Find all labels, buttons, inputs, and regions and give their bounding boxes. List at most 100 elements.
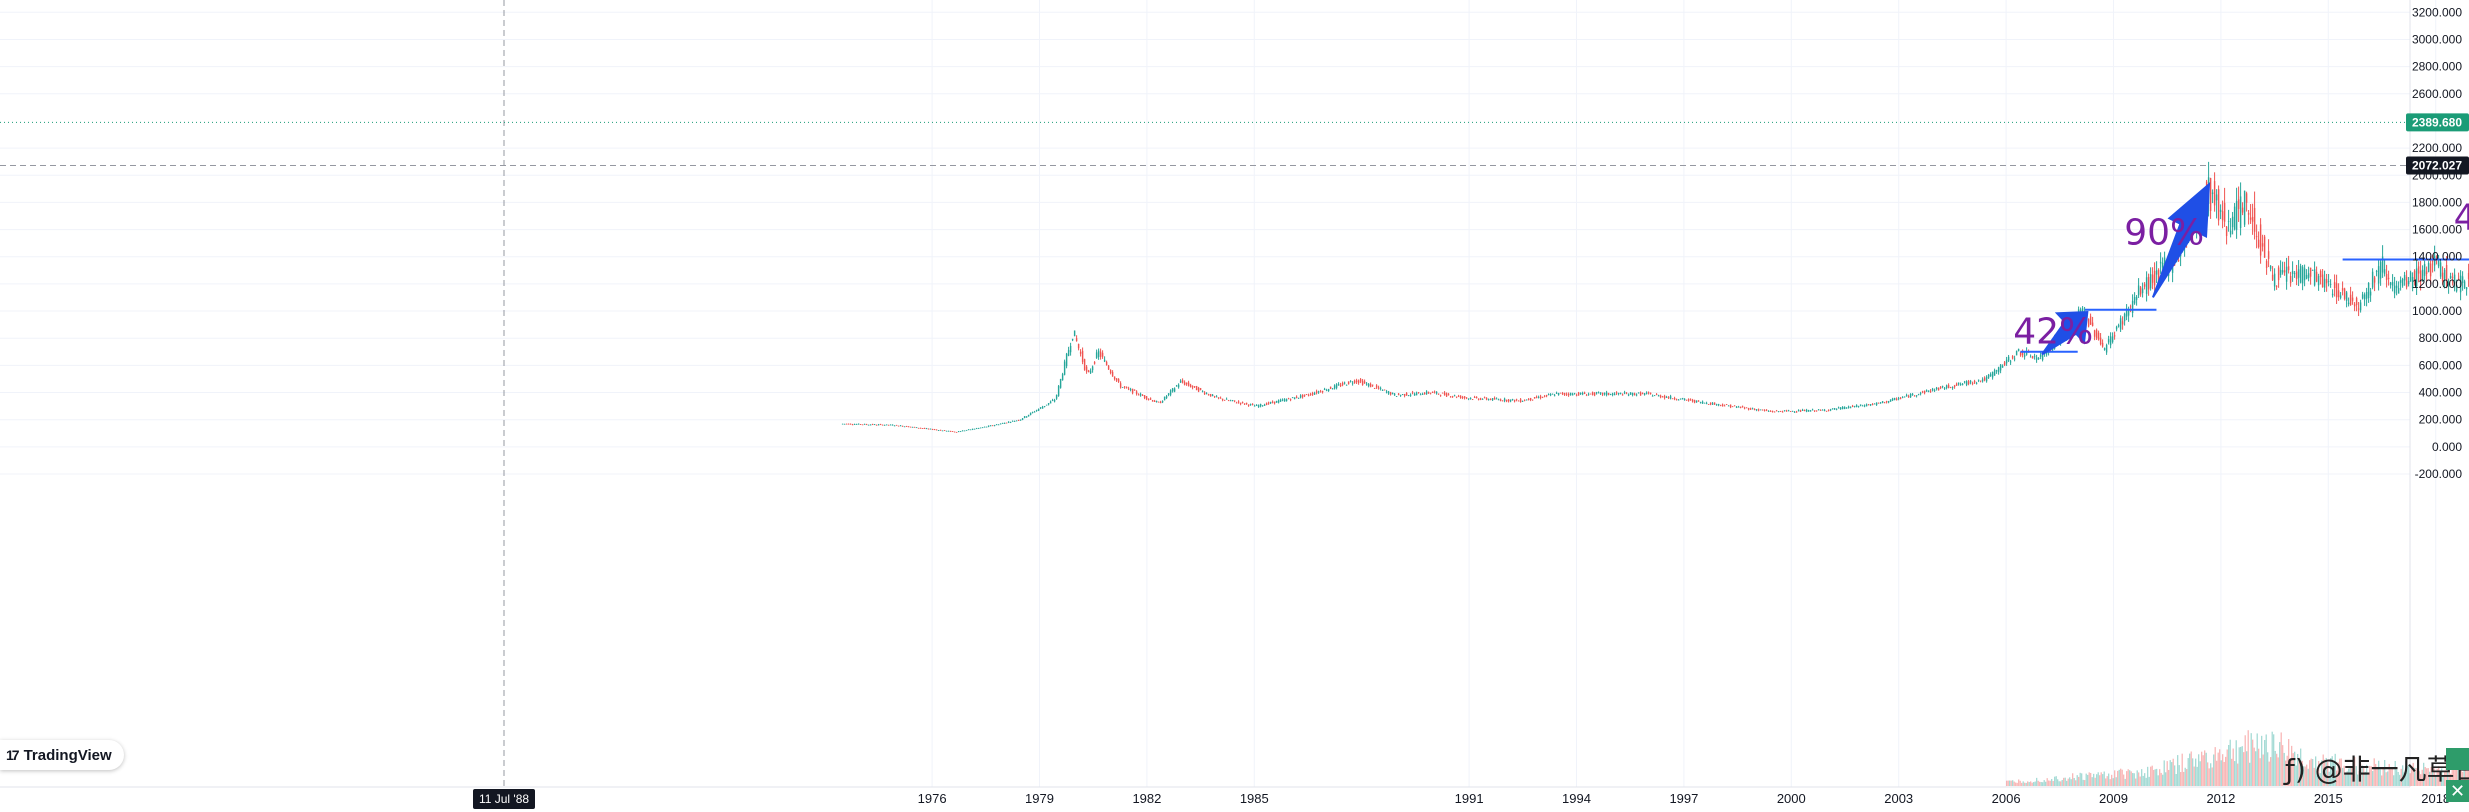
candle-body (1575, 394, 1578, 396)
x-tick-label: 2009 (2099, 791, 2128, 806)
candle-body (1551, 393, 1554, 395)
volume-bar (2187, 758, 2189, 786)
candle-body (1191, 386, 1194, 388)
candle-body (1859, 404, 1862, 406)
volume-bar (2186, 769, 2188, 786)
volume-bar (2376, 767, 2378, 786)
volume-bar (2208, 768, 2210, 786)
volume-bar (2234, 761, 2236, 786)
tradingview-badge[interactable]: 17 TradingView (0, 740, 124, 770)
candle-body (1429, 392, 1432, 394)
candle-body (1209, 393, 1212, 397)
candle-body (1799, 410, 1802, 412)
x-tick-label: 1994 (1562, 791, 1591, 806)
candle-body (1635, 394, 1638, 396)
volume-bar (2153, 769, 2155, 786)
candle-body (1295, 396, 1298, 399)
candle-body (1243, 403, 1246, 405)
candle-body (949, 430, 952, 432)
candle-body (1781, 411, 1784, 413)
volume-bar (2343, 765, 2345, 786)
volume-bar (2105, 778, 2107, 786)
candle-body (1435, 391, 1438, 394)
candle-body (1747, 408, 1750, 410)
volume-bar (2096, 774, 2098, 786)
volume-bar (2045, 781, 2047, 786)
volume-bar (2421, 769, 2423, 786)
candle-body (1181, 380, 1184, 383)
candle-body (2467, 273, 2469, 279)
x-tick-label: 1985 (1240, 791, 1269, 806)
candle-body (2157, 269, 2160, 282)
candle-body (2359, 302, 2362, 311)
volume-bar (2270, 757, 2272, 786)
candle-body (1993, 370, 1996, 376)
candle-body (1483, 397, 1486, 399)
volume-bar (2373, 758, 2375, 786)
volume-bar (2172, 758, 2174, 786)
candle-body (1141, 395, 1144, 396)
candle-body (1959, 384, 1962, 386)
candle-body (1363, 381, 1366, 384)
candle-body (1671, 398, 1674, 400)
volume-bar (2309, 760, 2311, 786)
volume-bar (2210, 763, 2212, 786)
candle-body (1713, 402, 1716, 405)
candle-body (2437, 259, 2440, 267)
candle-body (1317, 391, 1320, 393)
candle-body (1339, 384, 1342, 387)
candle-body (1165, 396, 1168, 398)
author-watermark: ƒ) @非一凡草白 (2285, 753, 2469, 786)
candle-body (2459, 275, 2462, 293)
close-icon[interactable]: ✕ (2446, 780, 2469, 802)
candle-body (861, 424, 864, 426)
candle-body (853, 424, 856, 425)
candle-body (859, 424, 862, 425)
volume-bar (2138, 772, 2140, 786)
candle-body (2313, 269, 2316, 286)
volume-bar (2064, 777, 2066, 786)
candle-body (1829, 409, 1832, 411)
candle-body (1085, 366, 1088, 372)
candle-body (1487, 399, 1490, 401)
x-axis[interactable]: 1976 1979 1982 1985 1991 1994 1997 2000 2003 2006… (473, 789, 2469, 809)
volume-bar (2441, 768, 2443, 786)
volume-bar (2331, 756, 2333, 786)
volume-bar (2427, 768, 2429, 786)
candle-body (2231, 216, 2234, 228)
y-axis[interactable]: 3200.000 3000.000 2800.000 2600.000 2200.000… (2406, 5, 2469, 481)
candle-body (1471, 399, 1474, 401)
candle-body (1545, 394, 1548, 397)
volume-bar (2235, 740, 2237, 786)
candle-body (1689, 399, 1692, 401)
candle-body (1097, 350, 1100, 357)
candle-body (1133, 389, 1136, 391)
candle-body (1241, 401, 1244, 403)
volume-bar (2084, 780, 2086, 786)
candle-body (1999, 364, 2002, 371)
candle-body (1851, 405, 1854, 407)
candle-body (1267, 402, 1270, 404)
candle-body (2361, 294, 2364, 299)
candle-body (1941, 385, 1944, 387)
volume-bar (2223, 761, 2225, 786)
candle-body (1325, 390, 1328, 392)
candle-body (1423, 392, 1426, 395)
candle-body (1109, 370, 1112, 374)
candle-body (1783, 410, 1786, 412)
candle-body (1963, 381, 1966, 383)
candle-body (1607, 392, 1610, 395)
y-tick-label: 200.000 (2419, 413, 2463, 427)
volume-bar (2055, 776, 2057, 786)
candle-body (1041, 406, 1044, 409)
candle-body (1881, 401, 1884, 403)
candle-body (1335, 384, 1338, 388)
candle-body (2427, 262, 2430, 272)
candle-body (1861, 405, 1864, 407)
volume-bar (2342, 767, 2344, 786)
candle-body (1201, 391, 1204, 393)
volume-bar (2304, 766, 2306, 786)
volume-bar (2391, 768, 2393, 786)
candle-body (1677, 399, 1680, 401)
